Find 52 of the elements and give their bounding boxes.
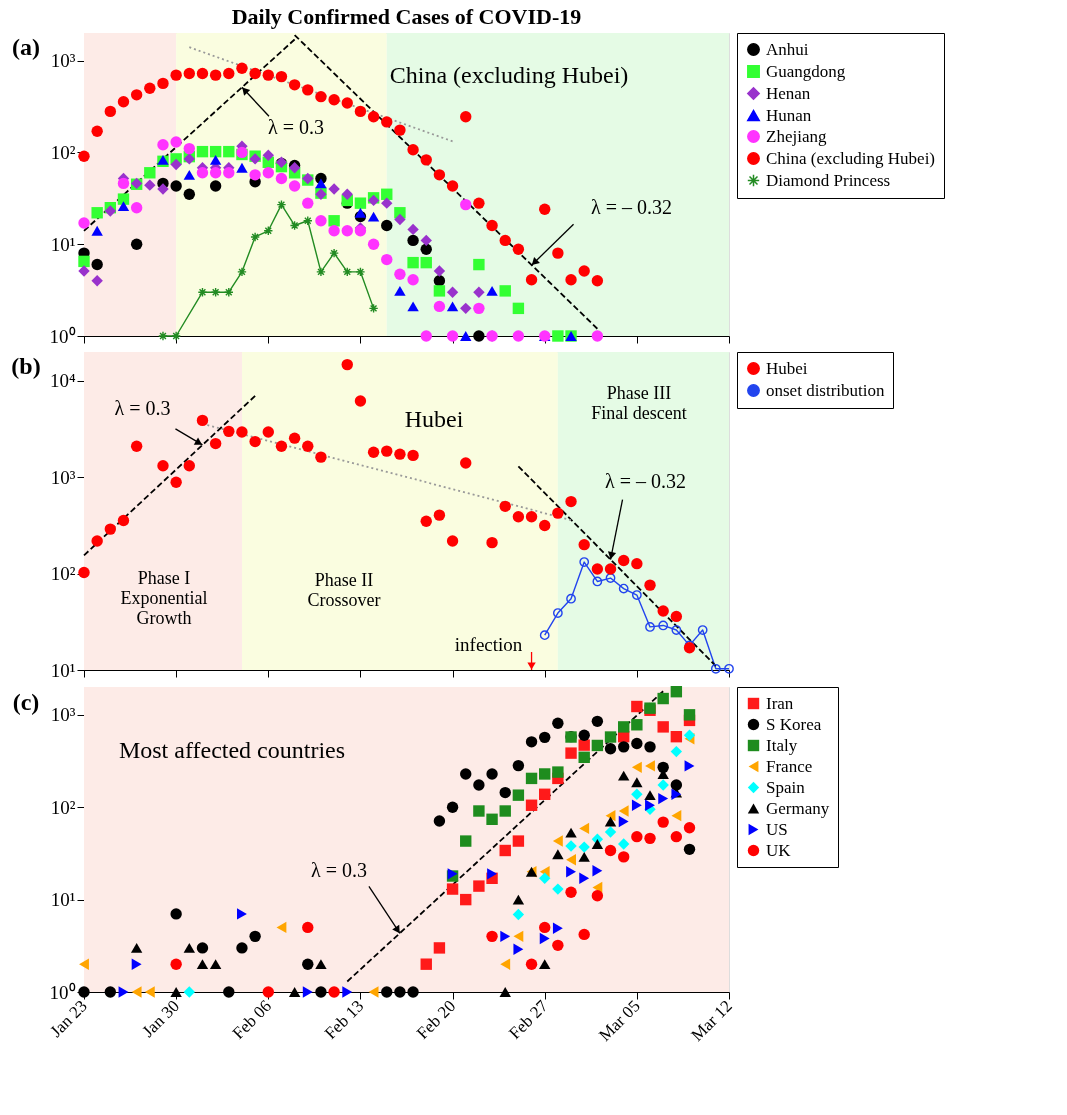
annotation: Phase III Final descent [591,383,687,423]
legend-label: Iran [766,693,794,713]
x-tick-label: Feb 27 [505,996,552,1043]
annotation: Phase I Exponential Growth [120,568,208,628]
annotation: λ = 0.3 [114,396,171,419]
x-tick-label: Mar 12 [687,996,736,1045]
annotation: China (excluding Hubei) [389,62,629,88]
legend-label: onset distribution [766,380,886,400]
y-tick-label: 10¹ [50,659,76,681]
legend-label: Hubei [766,358,808,378]
legend-label: Italy [766,735,798,755]
y-tick-label: 10³ [50,50,76,72]
annotation: λ = – 0.32 [591,196,673,219]
legend-label: China (excluding Hubei) [766,148,936,168]
legend-label: France [766,756,813,776]
y-tick-label: 10¹ [50,233,76,255]
y-tick-label: 10² [50,563,76,585]
y-tick-label: 10⁰ [49,981,76,1003]
legend-label: UK [766,840,792,860]
legend-label: Guangdong [766,61,846,81]
text: (a) [12,34,40,60]
text: (c) [12,689,40,715]
x-tick-label: Feb 13 [320,996,368,1043]
legend-label: Hunan [766,105,812,125]
legend-label: Germany [766,798,830,818]
legend-label: Zhejiang [766,126,827,146]
y-tick-label: 10³ [50,704,76,726]
x-tick-label: Jan 30 [138,996,184,1041]
legend-label: Henan [766,83,811,103]
x-tick-label: Feb 20 [412,996,460,1043]
chart-title: Daily Confirmed Cases of COVID-19 [231,3,582,29]
annotation: λ = 0.3 [310,859,367,882]
text: (b) [11,353,41,379]
annotation: λ = 0.3 [267,116,324,139]
legend-label: Anhui [766,39,809,59]
annotation: Hubei [404,406,464,432]
y-tick-label: 10⁴ [49,370,76,392]
y-tick-label: 10¹ [50,889,76,911]
legend-label: US [766,819,788,839]
annotation: Most affected countries [118,737,346,763]
legend-label: S Korea [766,714,822,734]
x-tick-label: Feb 06 [228,996,276,1043]
x-tick-label: Mar 05 [595,996,644,1045]
y-tick-label: 10³ [50,466,76,488]
legend-label: Spain [766,777,806,797]
annotation: λ = – 0.32 [605,469,687,492]
y-tick-label: 10⁰ [49,325,76,347]
y-tick-label: 10² [50,141,76,163]
annotation: infection [454,634,523,655]
y-tick-label: 10² [50,796,76,818]
annotation: Phase II Crossover [307,570,381,610]
legend-label: Diamond Princess [766,170,891,190]
